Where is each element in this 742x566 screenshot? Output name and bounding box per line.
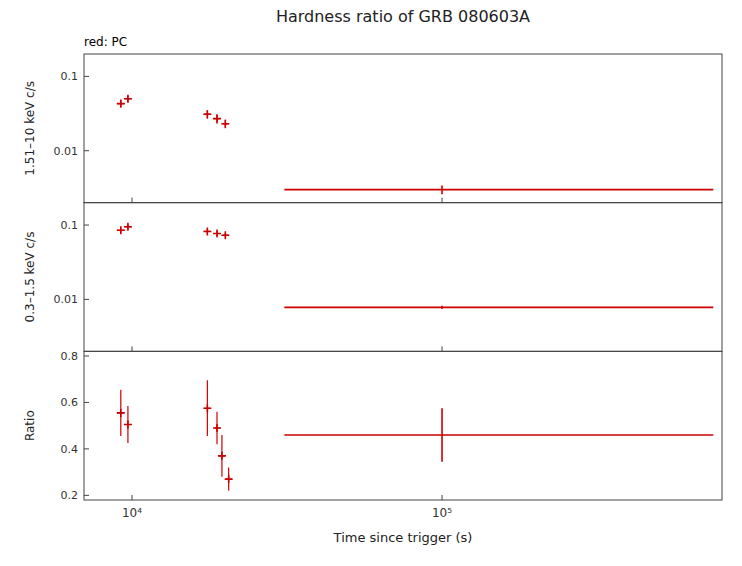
point bbox=[117, 100, 125, 108]
y-tick-label: 0.1 bbox=[61, 219, 79, 232]
chart: Hardness ratio of GRB 080603A red: PC 0.01… bbox=[0, 0, 742, 566]
point bbox=[117, 226, 125, 234]
data-group bbox=[117, 380, 714, 490]
y-tick-label: 0.01 bbox=[54, 293, 79, 306]
y-tick bbox=[84, 448, 89, 449]
y-tick bbox=[84, 225, 89, 226]
y-tick-label: 0.4 bbox=[61, 443, 79, 456]
y-tick bbox=[84, 495, 89, 496]
x-axis-label: Time since trigger (s) bbox=[333, 530, 473, 545]
x-tick bbox=[442, 495, 443, 500]
annotation: red: PC bbox=[84, 35, 127, 49]
level-line bbox=[284, 189, 713, 191]
x-tick bbox=[132, 198, 133, 203]
y-tick bbox=[84, 402, 89, 403]
panel: 0.01 0.1 0.3–1.5 keV c/s bbox=[23, 203, 722, 352]
y-tick-label: 0.6 bbox=[61, 396, 79, 409]
y-axis-label: Ratio bbox=[23, 410, 37, 441]
level-error-bar bbox=[441, 306, 443, 309]
panel: 0.2 0.4 0.6 0.8 10⁴ 10⁵ Ratio Time since trigge… bbox=[23, 350, 722, 545]
y-tick-label: 0.2 bbox=[61, 489, 79, 502]
point bbox=[203, 110, 211, 118]
y-tick-label: 0.8 bbox=[61, 350, 79, 363]
point bbox=[117, 409, 125, 417]
y-axis-label: 0.3–1.5 keV c/s bbox=[23, 232, 37, 323]
data-group bbox=[117, 223, 714, 309]
point bbox=[124, 421, 132, 429]
x-tick bbox=[132, 346, 133, 351]
point bbox=[218, 452, 226, 460]
point bbox=[225, 475, 233, 483]
x-tick-label: 10⁴ bbox=[122, 506, 142, 520]
panel: Hardness ratio of GRB 080603A red: PC 0.01… bbox=[23, 7, 722, 203]
y-tick-label: 0.01 bbox=[54, 145, 79, 158]
y-tick bbox=[84, 355, 89, 356]
data-group bbox=[117, 95, 714, 194]
plot-frame bbox=[84, 203, 722, 352]
level-error-bar bbox=[441, 408, 443, 461]
x-tick-label: 10⁵ bbox=[432, 506, 452, 520]
y-tick-label: 0.1 bbox=[61, 70, 79, 83]
point bbox=[213, 115, 221, 123]
point bbox=[221, 231, 229, 239]
title: Hardness ratio of GRB 080603A bbox=[276, 7, 530, 26]
point bbox=[124, 223, 132, 231]
plot-frame bbox=[84, 351, 722, 500]
point bbox=[221, 120, 229, 128]
y-tick bbox=[84, 76, 89, 77]
y-tick bbox=[84, 299, 89, 300]
point bbox=[213, 229, 221, 237]
y-axis-label: 1.51–10 keV c/s bbox=[23, 81, 37, 176]
level-line bbox=[284, 434, 713, 436]
x-tick bbox=[442, 346, 443, 351]
x-tick bbox=[442, 198, 443, 203]
plot-frame bbox=[84, 54, 722, 203]
point bbox=[213, 424, 221, 432]
level-line bbox=[284, 307, 713, 309]
y-tick bbox=[84, 150, 89, 151]
point bbox=[124, 95, 132, 103]
point bbox=[203, 404, 211, 412]
level-error-bar bbox=[441, 186, 443, 195]
x-tick bbox=[132, 495, 133, 500]
point bbox=[203, 227, 211, 235]
